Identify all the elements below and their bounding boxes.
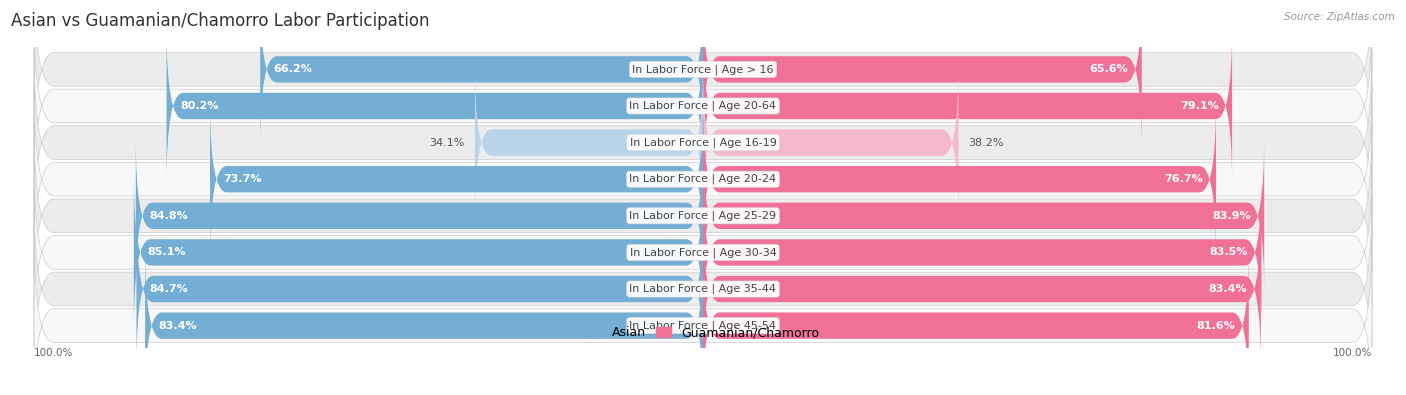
- FancyBboxPatch shape: [34, 123, 1372, 309]
- Text: 100.0%: 100.0%: [34, 348, 73, 358]
- FancyBboxPatch shape: [703, 174, 1261, 331]
- FancyBboxPatch shape: [166, 28, 703, 184]
- FancyBboxPatch shape: [34, 50, 1372, 235]
- FancyBboxPatch shape: [34, 13, 1372, 199]
- FancyBboxPatch shape: [136, 211, 703, 367]
- Text: 79.1%: 79.1%: [1180, 101, 1219, 111]
- Text: In Labor Force | Age 35-44: In Labor Force | Age 35-44: [630, 284, 776, 294]
- FancyBboxPatch shape: [475, 64, 703, 221]
- Text: In Labor Force | Age 16-19: In Labor Force | Age 16-19: [630, 137, 776, 148]
- Text: In Labor Force | Age 45-54: In Labor Force | Age 45-54: [630, 320, 776, 331]
- FancyBboxPatch shape: [209, 101, 703, 258]
- FancyBboxPatch shape: [703, 64, 959, 221]
- FancyBboxPatch shape: [136, 137, 703, 294]
- Text: 100.0%: 100.0%: [1333, 348, 1372, 358]
- FancyBboxPatch shape: [145, 247, 703, 395]
- FancyBboxPatch shape: [703, 101, 1216, 258]
- FancyBboxPatch shape: [34, 233, 1372, 395]
- Text: 76.7%: 76.7%: [1164, 174, 1202, 184]
- Text: In Labor Force | Age 20-64: In Labor Force | Age 20-64: [630, 101, 776, 111]
- FancyBboxPatch shape: [34, 86, 1372, 272]
- Text: 83.4%: 83.4%: [1209, 284, 1247, 294]
- Text: In Labor Force | Age 25-29: In Labor Force | Age 25-29: [630, 211, 776, 221]
- Text: 66.2%: 66.2%: [274, 64, 312, 74]
- Text: Source: ZipAtlas.com: Source: ZipAtlas.com: [1284, 12, 1395, 22]
- FancyBboxPatch shape: [134, 174, 703, 331]
- FancyBboxPatch shape: [34, 0, 1372, 162]
- FancyBboxPatch shape: [34, 160, 1372, 345]
- Text: 83.5%: 83.5%: [1209, 247, 1249, 258]
- Legend: Asian, Guamanian/Chamorro: Asian, Guamanian/Chamorro: [582, 322, 824, 344]
- FancyBboxPatch shape: [703, 0, 1142, 148]
- Text: 84.7%: 84.7%: [150, 284, 188, 294]
- Text: 65.6%: 65.6%: [1090, 64, 1129, 74]
- Text: In Labor Force | Age 30-34: In Labor Force | Age 30-34: [630, 247, 776, 258]
- Text: Asian vs Guamanian/Chamorro Labor Participation: Asian vs Guamanian/Chamorro Labor Partic…: [11, 12, 430, 30]
- Text: 83.9%: 83.9%: [1212, 211, 1251, 221]
- Text: 34.1%: 34.1%: [429, 137, 465, 148]
- Text: 84.8%: 84.8%: [149, 211, 188, 221]
- Text: In Labor Force | Age 20-24: In Labor Force | Age 20-24: [630, 174, 776, 184]
- FancyBboxPatch shape: [703, 211, 1261, 367]
- Text: 80.2%: 80.2%: [180, 101, 218, 111]
- FancyBboxPatch shape: [34, 196, 1372, 382]
- Text: In Labor Force | Age > 16: In Labor Force | Age > 16: [633, 64, 773, 75]
- Text: 83.4%: 83.4%: [159, 321, 197, 331]
- Text: 81.6%: 81.6%: [1197, 321, 1236, 331]
- FancyBboxPatch shape: [703, 28, 1232, 184]
- Text: 85.1%: 85.1%: [148, 247, 186, 258]
- FancyBboxPatch shape: [260, 0, 703, 148]
- Text: 38.2%: 38.2%: [969, 137, 1004, 148]
- FancyBboxPatch shape: [703, 247, 1249, 395]
- FancyBboxPatch shape: [703, 137, 1264, 294]
- Text: 73.7%: 73.7%: [224, 174, 262, 184]
